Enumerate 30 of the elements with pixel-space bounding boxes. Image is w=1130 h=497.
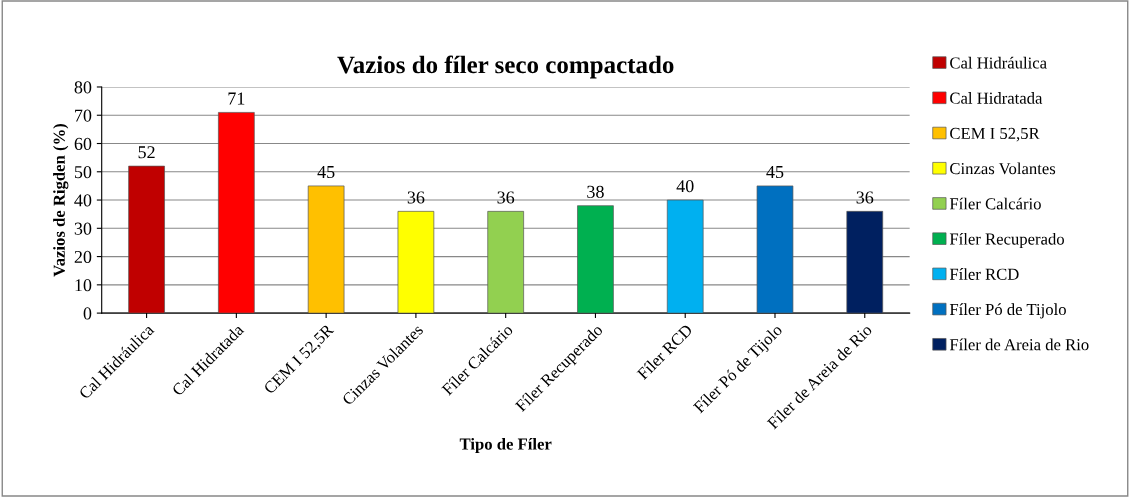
data-label: 36: [497, 191, 515, 204]
x-axis-title: Tipo de Fíler: [459, 437, 552, 454]
y-tick-label: 60: [74, 137, 92, 150]
legend-label: CEM I 52,5R: [950, 127, 1040, 142]
data-label: 40: [676, 180, 694, 193]
y-tick-label: 40: [74, 194, 92, 207]
legend-label: Fíler de Areia de Rio: [949, 338, 1089, 351]
legend-label: Fíler Recuperado: [949, 232, 1064, 249]
y-tick-label: 20: [74, 250, 92, 264]
data-label: 45: [766, 166, 784, 179]
chart-title: Vazios do fíler seco compactado: [337, 55, 674, 79]
legend-label: Fíler RCD: [949, 268, 1019, 280]
data-label: 71: [228, 92, 245, 105]
data-label: 36: [856, 191, 874, 204]
legend-label: Cinzas Volantes: [950, 162, 1056, 175]
data-label: 45: [317, 166, 335, 179]
y-tick-label: 30: [74, 222, 92, 235]
data-label: 38: [587, 185, 604, 198]
y-tick-label: 10: [75, 279, 92, 292]
data-label: 52: [138, 146, 155, 159]
legend-label: Cal Hidratada: [950, 92, 1043, 104]
legend-label: Fíler Pó de Tijolo: [949, 303, 1066, 319]
y-tick-label: 0: [83, 307, 92, 320]
legend-label: Cal Hidráulica: [950, 56, 1047, 69]
legend-label: Fíler Calcário: [949, 197, 1041, 210]
y-tick-label: 80: [74, 81, 92, 94]
y-tick-label: 50: [74, 166, 92, 179]
data-label: 36: [407, 191, 425, 204]
y-axis-title: Vazios de Rigden (%): [53, 123, 69, 277]
y-tick-label: 70: [75, 109, 92, 122]
